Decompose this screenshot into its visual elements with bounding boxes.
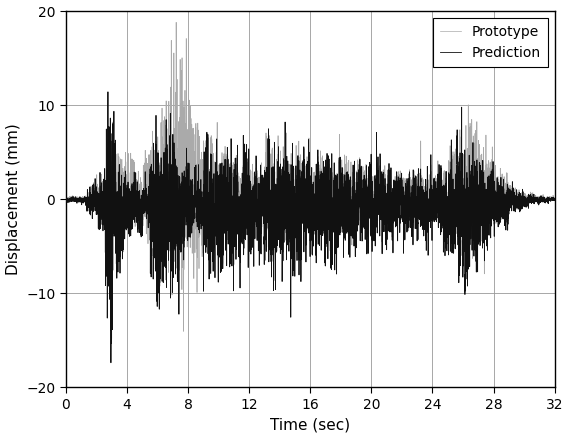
Prediction [121,224,128,229]
Prototype [121,164,128,169]
Prediction [106,181,113,186]
Prediction [551,197,558,202]
Prototype [188,206,195,212]
Prediction [105,89,112,95]
Prediction [188,223,195,228]
Prototype [106,201,113,206]
Prototype [63,196,69,201]
Y-axis label: Displacement (mm): Displacement (mm) [6,124,20,275]
Prediction [448,193,455,198]
Prototype [180,328,187,334]
Prototype [551,198,558,203]
Line: Prototype: Prototype [66,22,555,331]
Prediction [193,205,200,210]
Prototype [448,195,455,201]
Prototype [193,194,200,199]
Prototype [138,181,145,187]
Prototype [173,20,180,25]
X-axis label: Time (sec): Time (sec) [270,417,351,432]
Prediction [108,360,114,365]
Prediction [63,197,69,202]
Legend: Prototype, Prediction: Prototype, Prediction [433,18,548,67]
Prediction [138,211,145,216]
Line: Prediction: Prediction [66,92,555,363]
